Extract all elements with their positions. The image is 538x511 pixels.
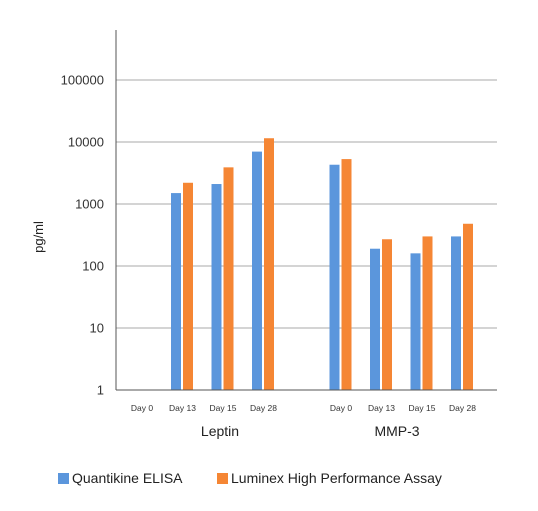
bar-leptin-day-15-series-1 [211,184,222,390]
x-tick-label: Day 28 [449,403,476,413]
legend: Quantikine ELISA Luminex High Performance… [58,470,442,486]
y-tick-label: 10 [90,321,104,336]
legend-swatch [217,473,228,484]
legend-label: Quantikine ELISA [72,470,183,486]
bar-leptin-day-28-series-2 [264,138,274,390]
y-tick-label: 1000 [75,197,104,212]
bar-mmp-3-day-13-series-1 [370,248,380,390]
bar-mmp-3-day-15-series-1 [410,253,421,390]
bar-mmp-3-day-28-series-1 [451,236,461,390]
bar-mmp-3-day-15-series-2 [422,236,433,390]
y-tick-labels: 1 10 100 1000 10000 100000 [61,73,104,398]
x-tick-label: Day 0 [131,403,153,413]
group-label: MMP-3 [374,423,419,439]
bar-leptin-day-13-series-1 [171,193,181,390]
bar-leptin-day-13-series-2 [183,182,193,390]
x-tick-label: Day 15 [409,403,436,413]
legend-swatch [58,473,69,484]
x-tick-label: Day 15 [210,403,237,413]
bar-leptin-day-28-series-1 [252,151,262,390]
legend-label: Luminex High Performance Assay [231,470,442,486]
bar-mmp-3-day-0-series-1 [329,164,340,390]
group-labels: Leptin MMP-3 [201,423,420,439]
bar-mmp-3-day-13-series-2 [382,239,392,390]
bars [171,138,473,390]
bar-leptin-day-15-series-2 [223,167,234,390]
group-label: Leptin [201,423,239,439]
x-tick-label: Day 28 [250,403,277,413]
bar-mmp-3-day-0-series-2 [341,159,352,390]
y-tick-label: 100000 [61,73,104,88]
y-tick-label: 10000 [68,135,104,150]
x-tick-label: Day 13 [169,403,196,413]
y-tick-label: 1 [97,383,104,398]
axes [115,30,497,391]
y-axis-label: pg/ml [31,221,46,253]
x-tick-labels: Day 0 Day 13 Day 15 Day 28 Day 0 Day 13 Day 15… [131,403,476,413]
x-tick-label: Day 0 [330,403,352,413]
x-tick-label: Day 13 [368,403,395,413]
y-tick-label: 100 [82,259,104,274]
bar-mmp-3-day-28-series-2 [463,223,473,390]
